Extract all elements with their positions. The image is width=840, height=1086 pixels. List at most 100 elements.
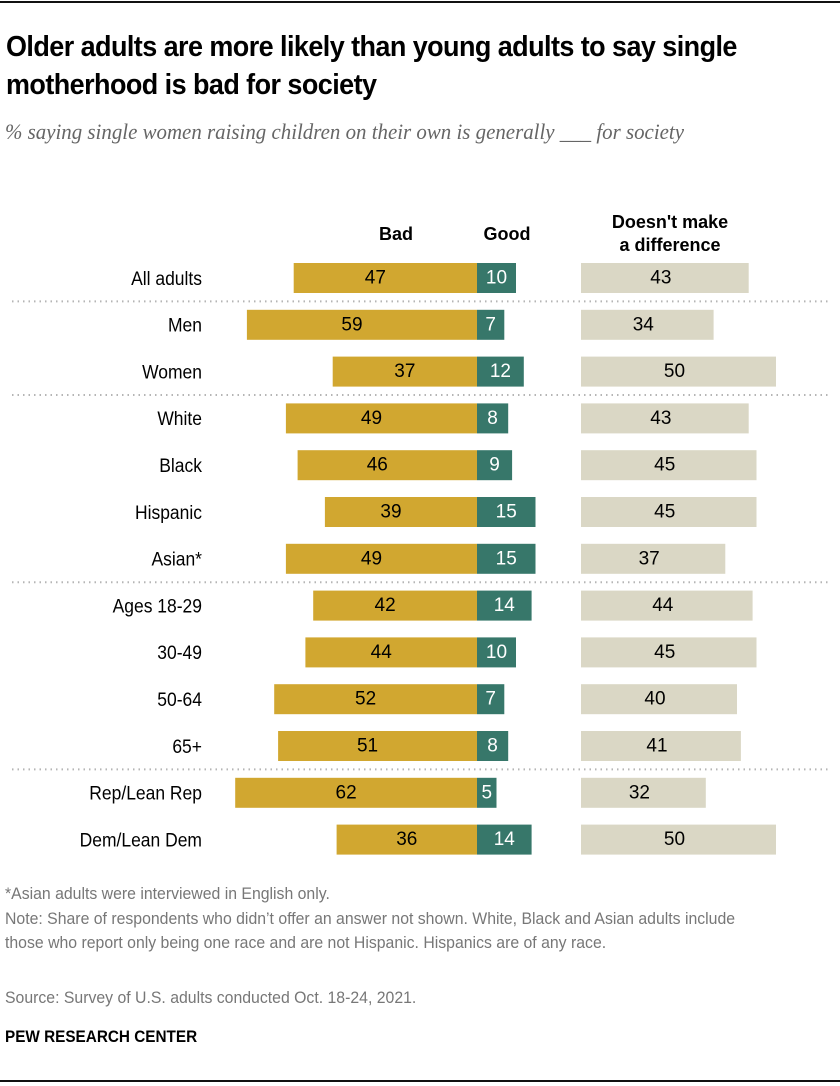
bar-no-difference xyxy=(581,309,714,340)
data-label-good: 7 xyxy=(485,314,496,335)
data-label-good: 10 xyxy=(486,642,507,663)
bar-no-difference xyxy=(581,590,753,621)
bar-bad xyxy=(305,637,477,668)
data-label-no-difference: 34 xyxy=(633,314,655,335)
data-label-no-difference: 50 xyxy=(664,829,685,850)
legend-no-difference-line2: a difference xyxy=(619,235,721,255)
data-label-no-difference: 45 xyxy=(654,642,675,663)
bar-bad xyxy=(285,543,477,574)
footnote-note: Note: Share of respondents who didn’t of… xyxy=(5,909,736,952)
data-label-bad: 44 xyxy=(371,642,393,663)
data-label-good: 12 xyxy=(490,361,511,382)
data-label-no-difference: 43 xyxy=(650,268,671,289)
data-label-good: 7 xyxy=(485,689,496,710)
bar-no-difference xyxy=(581,356,776,387)
category-label: Ages 18-29 xyxy=(113,595,202,617)
bar-no-difference xyxy=(581,543,726,574)
data-label-good: 14 xyxy=(494,829,516,850)
legend-bad: Bad xyxy=(378,224,413,244)
data-label-no-difference: 41 xyxy=(646,736,667,757)
data-label-no-difference: 37 xyxy=(639,548,660,569)
category-label: Hispanic xyxy=(135,501,202,523)
data-label-no-difference: 44 xyxy=(652,595,674,616)
bar-bad xyxy=(324,497,477,527)
data-label-bad: 52 xyxy=(355,689,376,710)
bar-good xyxy=(477,497,536,527)
bar-good xyxy=(477,777,497,808)
category-label: All adults xyxy=(131,267,202,289)
bar-good xyxy=(477,263,516,293)
legend-good: Good xyxy=(483,224,531,244)
bottom-rule xyxy=(0,1080,840,1082)
data-label-no-difference: 45 xyxy=(654,455,675,476)
bar-good xyxy=(477,590,532,621)
bar-good xyxy=(477,403,509,434)
category-label: Men xyxy=(168,314,202,336)
data-label-bad: 46 xyxy=(367,455,388,476)
data-label-bad: 36 xyxy=(396,829,417,850)
bar-bad xyxy=(235,777,477,808)
category-label: Asian* xyxy=(151,548,202,570)
data-label-no-difference: 43 xyxy=(650,408,671,429)
bar-no-difference xyxy=(581,637,757,668)
data-label-good: 8 xyxy=(487,736,498,757)
data-label-bad: 42 xyxy=(375,595,396,616)
data-label-bad: 47 xyxy=(365,268,386,289)
data-label-good: 15 xyxy=(496,502,517,523)
data-label-bad: 62 xyxy=(336,782,357,803)
data-label-bad: 51 xyxy=(357,736,378,757)
category-label: Women xyxy=(142,361,202,383)
bar-no-difference xyxy=(581,263,749,293)
bar-bad xyxy=(336,824,477,855)
data-label-no-difference: 32 xyxy=(629,782,650,803)
bar-bad xyxy=(285,403,477,434)
bar-good xyxy=(477,731,509,761)
category-label: Black xyxy=(159,454,203,476)
bar-good xyxy=(477,309,505,340)
data-label-good: 8 xyxy=(487,408,498,429)
footnote-asterisk: *Asian adults were interviewed in Englis… xyxy=(5,884,330,903)
data-label-good: 9 xyxy=(489,455,500,476)
bar-no-difference xyxy=(581,684,737,715)
data-label-no-difference: 50 xyxy=(664,361,685,382)
data-label-bad: 37 xyxy=(394,361,415,382)
bar-no-difference xyxy=(581,450,757,481)
data-label-bad: 49 xyxy=(361,548,382,569)
chart-subtitle: % saying single women raising children o… xyxy=(5,119,684,144)
category-label: 65+ xyxy=(172,735,202,757)
bar-bad xyxy=(332,356,477,387)
data-label-no-difference: 45 xyxy=(654,502,675,523)
category-label: 30-49 xyxy=(157,641,202,663)
chart-title: Older adults are more likely than young … xyxy=(6,31,737,101)
bar-bad xyxy=(246,309,477,340)
brand-label: PEW RESEARCH CENTER xyxy=(5,1027,198,1046)
footnote-source: Source: Survey of U.S. adults conducted … xyxy=(5,988,417,1007)
bar-good xyxy=(477,450,513,481)
bar-good xyxy=(477,637,516,668)
data-label-good: 5 xyxy=(481,782,492,803)
bar-bad xyxy=(274,684,477,715)
category-label: White xyxy=(157,407,202,429)
bar-no-difference xyxy=(581,497,757,527)
data-label-good: 14 xyxy=(494,595,516,616)
bar-good xyxy=(477,356,524,387)
legend-no-difference: Doesn't make a difference xyxy=(580,211,760,257)
data-label-bad: 49 xyxy=(361,408,382,429)
bar-no-difference xyxy=(581,403,749,434)
data-label-good: 15 xyxy=(496,548,517,569)
bar-no-difference xyxy=(581,777,706,808)
legend-no-difference-line1: Doesn't make xyxy=(611,212,729,232)
data-label-no-difference: 40 xyxy=(644,689,665,710)
bar-bad xyxy=(293,263,477,293)
bar-good xyxy=(477,684,505,715)
bar-bad xyxy=(297,450,477,481)
data-label-bad: 39 xyxy=(380,502,401,523)
bar-no-difference xyxy=(581,824,776,855)
bar-bad xyxy=(278,731,477,761)
bar-no-difference xyxy=(581,731,741,761)
top-rule xyxy=(0,1,840,3)
category-label: Rep/Lean Rep xyxy=(89,782,202,804)
data-label-good: 10 xyxy=(486,268,507,289)
category-label: 50-64 xyxy=(157,688,202,710)
